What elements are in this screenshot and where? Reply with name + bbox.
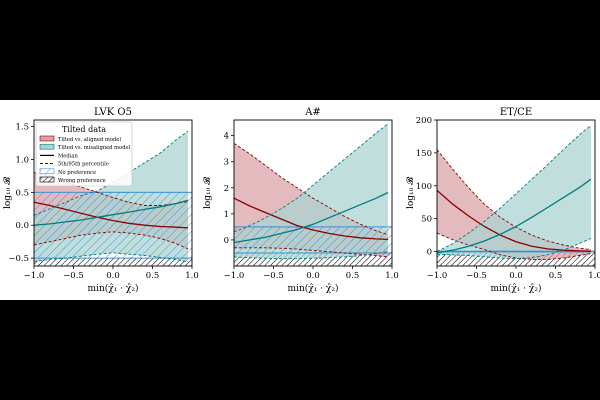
series-2-p5-line bbox=[234, 251, 389, 260]
x-tick-label: 0.0 bbox=[106, 271, 120, 281]
series-2-p5-line bbox=[34, 252, 189, 263]
y-axis-label: log₁₀ 𝓑 bbox=[202, 176, 213, 209]
wrong-preference-band bbox=[34, 258, 192, 266]
legend-entry-label: Tilted vs. misaligned model bbox=[58, 145, 131, 151]
x-tick-label: 0.5 bbox=[346, 271, 360, 281]
y-tick-label: 50 bbox=[421, 215, 432, 225]
y-tick-label: 4 bbox=[224, 132, 229, 142]
series-1-p95-line bbox=[234, 143, 389, 236]
y-tick-label: 200 bbox=[416, 116, 432, 126]
legend-swatch-wrong-preference bbox=[39, 176, 55, 183]
y-tick-label: 150 bbox=[416, 149, 432, 159]
x-axis-label: min(χ̂₁ · χ̂₂) bbox=[288, 283, 339, 294]
x-tick-label: −1.0 bbox=[224, 271, 245, 281]
chart-panel-3: −1.0 −0.5 0.0 0.5 1.0 0 50 100 150 200 ET/CE min(χ̂… bbox=[405, 107, 600, 294]
y-tick-label: 100 bbox=[416, 182, 432, 192]
chart-title: A# bbox=[304, 107, 321, 118]
series-2-band bbox=[234, 123, 388, 259]
figure: −1.0 −0.5 0.0 0.5 1.0 −0.5 0.0 0.5 1.0 1.5 LVK O5 m… bbox=[0, 100, 600, 300]
chart-panel-1: −1.0 −0.5 0.0 0.5 1.0 −0.5 0.0 0.5 1.0 1.5 LVK O5 m… bbox=[2, 107, 199, 294]
series-2-p5-line bbox=[437, 237, 592, 260]
series-2-p95-line bbox=[437, 124, 592, 252]
chart-figure: −1.0 −0.5 0.0 0.5 1.0 −0.5 0.0 0.5 1.0 1.5 LVK O5 m… bbox=[2, 107, 600, 294]
series-2-median-line bbox=[437, 178, 592, 254]
x-tick-label: −1.0 bbox=[24, 271, 45, 281]
x-tick-label: 1.0 bbox=[185, 271, 199, 281]
x-tick-label: 0.5 bbox=[549, 271, 563, 281]
plot-area bbox=[234, 123, 392, 266]
legend-title: Tilted data bbox=[62, 125, 106, 134]
y-tick-label: 0.5 bbox=[15, 188, 29, 198]
y-tick-label: 0.0 bbox=[15, 221, 29, 231]
series-2-median-line bbox=[34, 199, 189, 226]
legend-entry-label: Median bbox=[58, 153, 78, 159]
y-axis-label: log₁₀ 𝓑 bbox=[2, 176, 13, 209]
x-axis-label: min(χ̂₁ · χ̂₂) bbox=[88, 283, 139, 294]
legend-entry-label: Wrong preference bbox=[58, 178, 106, 184]
y-tick-label: 1.5 bbox=[15, 123, 29, 133]
series-1-median-line bbox=[234, 197, 389, 241]
y-tick-label: 0 bbox=[224, 236, 229, 246]
y-tick-label: 3 bbox=[224, 158, 229, 168]
x-tick-label: 0.5 bbox=[146, 271, 160, 281]
legend: Tilted data Tilted vs. aligned model Tilte… bbox=[35, 121, 133, 187]
x-tick-label: 0.0 bbox=[509, 271, 523, 281]
legend-swatch-series-2 bbox=[39, 143, 55, 150]
series-2-p95-line bbox=[234, 123, 389, 233]
legend-entry-label: 5th/95th percentile bbox=[58, 162, 109, 168]
series-1-p5-line bbox=[34, 231, 189, 250]
y-tick-label: 1.0 bbox=[15, 155, 29, 165]
chart-title: ET/CE bbox=[500, 107, 532, 118]
y-tick-label: 2 bbox=[224, 184, 229, 194]
x-tick-label: −0.5 bbox=[466, 271, 487, 281]
y-tick-label: −0.5 bbox=[8, 254, 29, 264]
series-1-p5-line bbox=[437, 232, 592, 260]
series-2-band bbox=[437, 125, 591, 259]
chart-panel-2: −1.0 −0.5 0.0 0.5 1.0 0 1 2 3 4 A# min(χ̂₁ · χ̂₂) lo… bbox=[202, 107, 399, 294]
legend-entry-label: No preference bbox=[58, 170, 96, 176]
y-axis-label: log₁₀ 𝓑 bbox=[405, 176, 416, 209]
series-1-median-line bbox=[34, 201, 189, 229]
x-tick-label: −0.5 bbox=[263, 271, 284, 281]
x-axis-label: min(χ̂₁ · χ̂₂) bbox=[491, 283, 542, 294]
x-tick-label: 1.0 bbox=[385, 271, 399, 281]
chart-title: LVK O5 bbox=[94, 107, 132, 118]
series-2-median-line bbox=[234, 191, 389, 244]
plot-area bbox=[437, 124, 595, 266]
legend-box bbox=[35, 121, 133, 187]
y-tick-label: 1 bbox=[224, 210, 229, 220]
plot-area bbox=[34, 130, 192, 266]
legend-swatch-no-preference bbox=[39, 168, 55, 175]
x-tick-label: −1.0 bbox=[427, 271, 448, 281]
series-1-median-line bbox=[437, 189, 592, 252]
y-tick-label: 0 bbox=[427, 248, 432, 258]
no-preference-band bbox=[34, 191, 192, 259]
x-tick-label: 1.0 bbox=[588, 271, 600, 281]
legend-entry-label: Tilted vs. aligned model bbox=[58, 137, 121, 143]
x-tick-label: 0.0 bbox=[306, 271, 320, 281]
legend-swatch-series-1 bbox=[39, 135, 55, 142]
x-tick-label: −0.5 bbox=[63, 271, 84, 281]
no-preference-band bbox=[234, 226, 392, 254]
no-preference-band bbox=[437, 250, 595, 253]
